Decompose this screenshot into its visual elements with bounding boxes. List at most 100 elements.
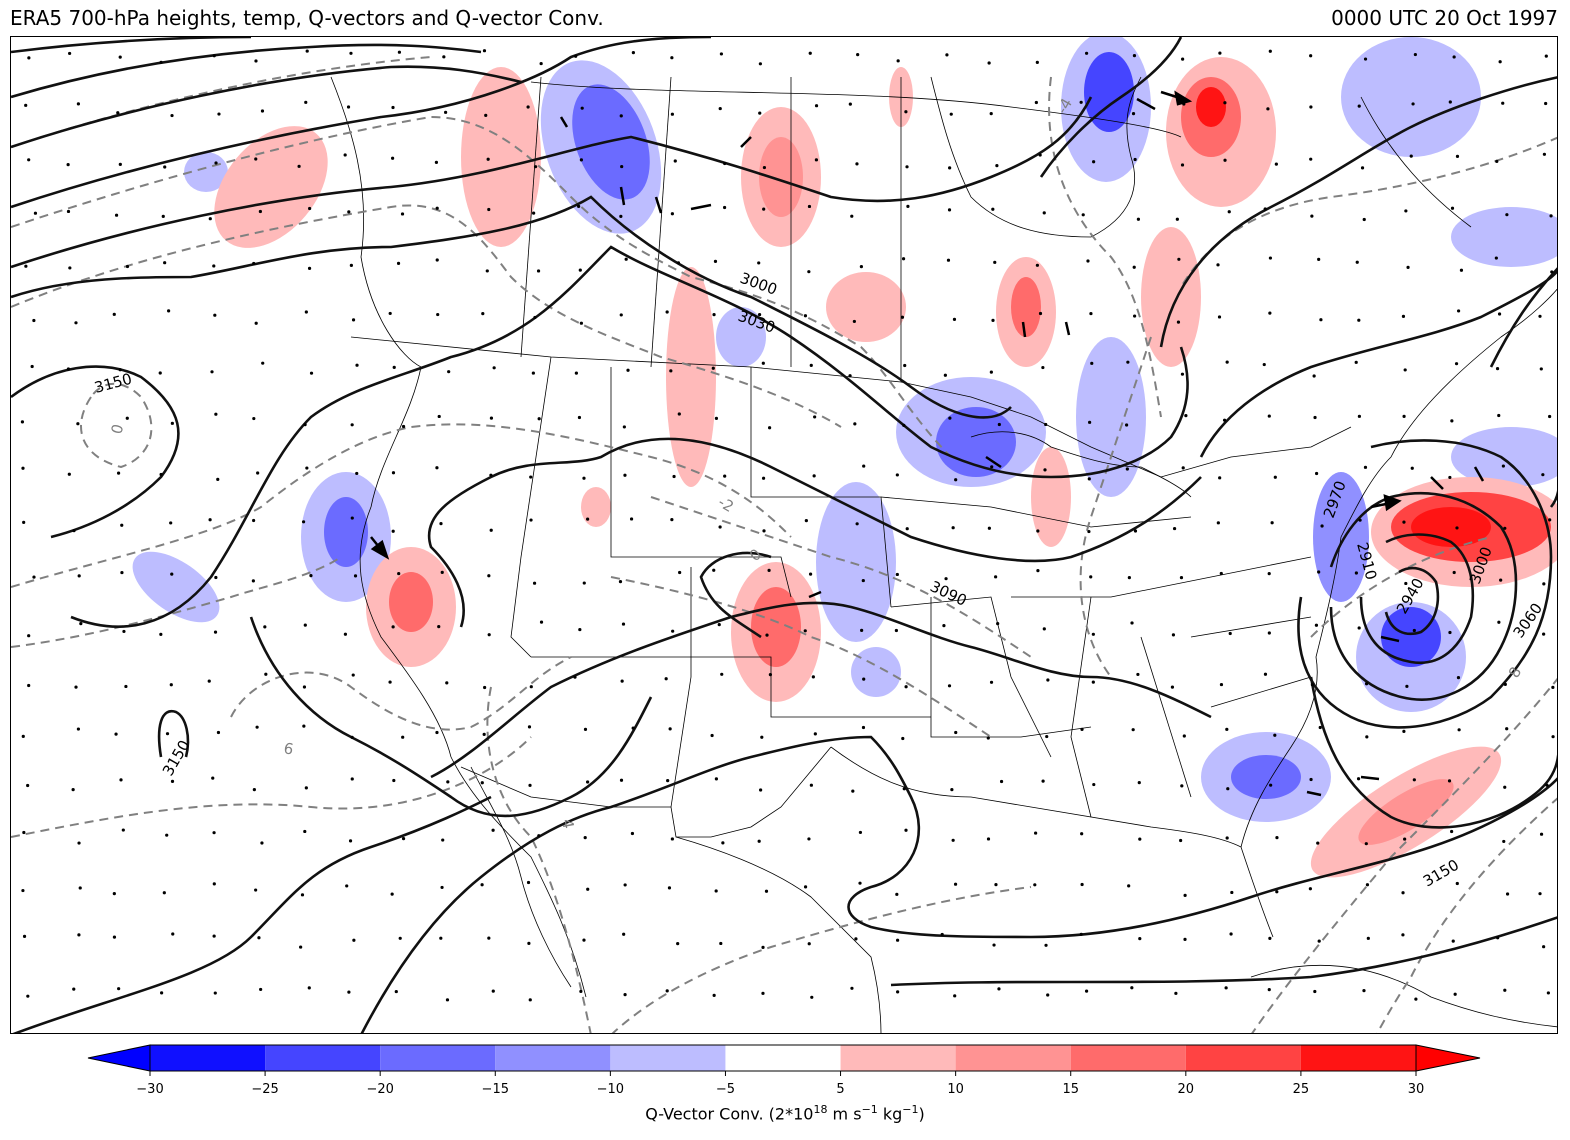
q-vector-dot [24,264,28,268]
q-vector-dot [1538,314,1542,318]
q-vector-dot [1499,578,1503,582]
q-vector-dot [396,261,401,265]
q-vector-dot [620,679,624,683]
q-vector-dot [302,724,306,728]
q-vector-dot [1401,891,1405,895]
q-vector-dot [859,264,864,269]
q-vector-dot [355,471,359,476]
q-vector-dot [1308,887,1312,891]
q-vector-dot [1357,626,1361,630]
colorbar-segment [150,1045,266,1071]
q-vector-dot [1266,107,1270,111]
q-vector-dot [1505,213,1509,217]
q-vector-dot [757,839,761,843]
q-vector-dot [1034,831,1038,835]
q-vector-dot [1262,362,1266,367]
q-vector-dot [1503,682,1507,686]
q-vector-dot [1223,158,1227,162]
q-vector-dot [810,995,814,999]
q-vector-dot [904,110,908,114]
q-vector-dot [1216,263,1220,267]
colorbar-segment [495,1045,611,1071]
q-vector-dot [302,685,307,689]
q-vector-dot [212,882,216,886]
q-vector-dot [66,162,70,167]
q-vector-dot [1133,529,1138,533]
q-vector-dot [1406,265,1410,269]
q-vector-dot [665,310,669,314]
q-vector-dot [536,269,541,273]
q-vector-dot [1402,729,1406,733]
q-vector-dot [1268,936,1272,940]
q-vector-dot [947,208,952,212]
q-vector-dot [77,841,81,845]
q-vector-dot [900,315,905,319]
q-vector-dot [435,466,439,470]
q-vector-dot [803,314,808,318]
q-vector-dot [1180,784,1184,788]
pos-area [1196,87,1226,127]
q-vector-dot [991,207,995,211]
q-arrow [1306,790,1322,797]
q-vector-dot [350,777,354,781]
q-vector-dot [1036,529,1040,533]
q-vector-dots [20,49,1555,1002]
q-vector-dot [1503,526,1507,530]
q-vector-dot [760,735,764,739]
q-vector-dot [1175,217,1179,221]
q-vector-dot [1364,842,1368,846]
neg-area [851,647,901,697]
q-vector-dot [1412,778,1416,782]
colorbar-tick-label: 20 [1178,1082,1195,1097]
q-vector-dot [895,938,900,942]
q-vector-dot [20,420,25,424]
q-vector-dot [574,54,578,58]
q-vector-dot [758,62,762,66]
q-vector-dot [1092,160,1096,164]
q-vector-dot [216,730,221,735]
q-vector-dot [351,318,356,322]
q-vector-dot [947,684,952,688]
q-vector-dot [1455,526,1459,530]
q-vector-dot [1545,783,1549,787]
q-vector-dot [1410,466,1414,470]
q-vector-dot [489,528,493,532]
q-vector-dot [171,932,175,936]
q-vector-dot [526,880,531,885]
q-vector-dot [22,934,27,938]
q-vector-dot [1451,939,1455,943]
q-vector-dot [1133,314,1137,318]
q-vector-dot [579,158,583,162]
q-vector-dot [213,991,217,995]
state-line [1070,596,1092,818]
q-vector-dot [1454,362,1459,366]
q-vector-dot [850,986,854,990]
q-vector-dot [1042,627,1046,631]
q-vector-dot [1046,678,1050,682]
q-vector-dot [300,893,305,897]
q-vector-dot [297,164,301,168]
q-vector-dot [1357,104,1361,108]
q-vector-dot [906,204,910,209]
q-vector-dot [1230,890,1234,895]
q-vector-dot [350,423,354,427]
q-vector-dot [1044,422,1048,427]
q-vector-dot [853,422,857,426]
q-vector-dot [76,102,81,106]
q-vector-dot [619,778,624,782]
q-vector-dot [762,207,766,211]
pos-area [1141,227,1201,367]
temp-labels: 0 -2 0 6 4 8 -4 [107,95,1525,830]
q-vector-dot [260,841,264,845]
q-vector-dot [577,415,582,420]
q-vector-dot [165,833,169,837]
q-vector-dot [1079,100,1083,104]
q-vector-dot [1497,620,1501,624]
q-vector-dot [670,212,674,216]
q-vector-dot [668,727,672,731]
q-vector-dot [1354,571,1358,575]
q-vector-dot [304,100,308,104]
q-vector-dot [1309,105,1313,109]
q-vector-dot [526,105,530,109]
q-vector-dot [1363,465,1368,469]
